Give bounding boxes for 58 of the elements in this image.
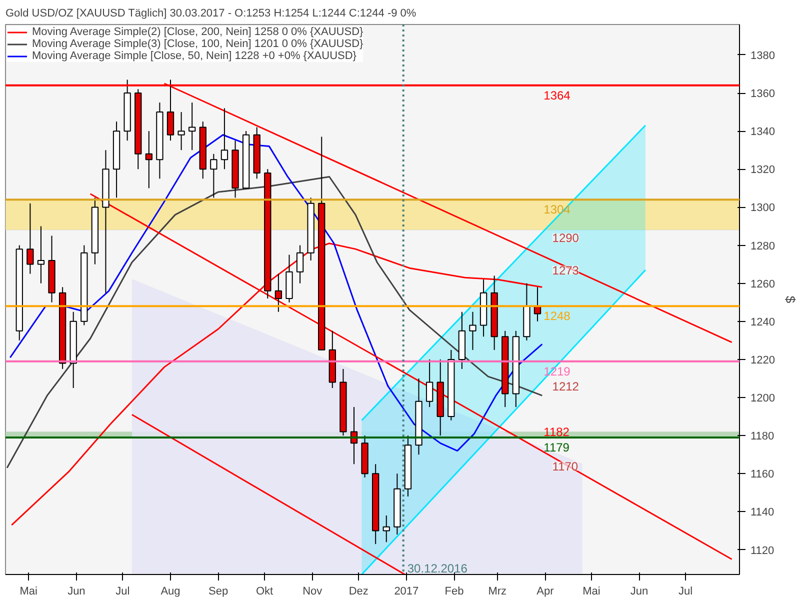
- x-tick-label: Aug: [160, 586, 180, 598]
- x-tick-label: Mai: [582, 586, 600, 598]
- y-axis-title: $: [782, 296, 798, 304]
- y-tick-label: 1200: [750, 392, 775, 405]
- x-tick-label: Feb: [444, 586, 464, 598]
- candlestick: [426, 358, 434, 408]
- annotation: 1290: [552, 231, 580, 246]
- candlestick: [166, 79, 174, 142]
- x-tick-label: Jun: [68, 586, 86, 598]
- y-tick-label: 1140: [750, 506, 774, 519]
- candlestick: [469, 311, 476, 350]
- y-tick-label: 1220: [750, 354, 775, 366]
- y-tick-label: 1160: [750, 468, 774, 481]
- y-tick-label: 1180: [750, 430, 774, 443]
- y-tick-label: 1300: [750, 202, 775, 214]
- x-tick-label: Jul: [678, 586, 693, 598]
- x-tick-label: Jul: [116, 586, 130, 598]
- legend-label: Moving Average Simple(3) [Close, 100, Nein] 1201 0 0% {XAUUSD}: [32, 38, 364, 50]
- band-label: 1182: [544, 424, 570, 439]
- y-tick-label: 1240: [750, 316, 775, 328]
- y-tick-label: 1340: [750, 126, 775, 138]
- line-series: [9, 134, 543, 452]
- candlestick: [145, 130, 152, 189]
- x-tick-label: Dez: [348, 586, 368, 598]
- y-tick-label: 1380: [750, 50, 775, 62]
- y-tick-label: 1360: [750, 88, 775, 100]
- candlestick: [178, 112, 185, 151]
- y-tick-label: 1120: [750, 544, 774, 557]
- candlestick: [274, 273, 282, 312]
- y-tick-label: 1260: [750, 278, 775, 290]
- candlestick: [210, 153, 218, 198]
- x-tick-label: Apr: [536, 586, 554, 598]
- annotation: 1212: [552, 380, 580, 394]
- legend-label: Moving Average Simple [Close, 50, Nein] 1228 +0 +0% {XAUUSD}: [32, 50, 356, 62]
- x-tick-label: 2017: [394, 586, 419, 598]
- legend-label: Moving Average Simple(2) [Close, 200, Nein] 1258 0 0% {XAUUSD}: [32, 26, 364, 38]
- y-tick-label: 1280: [750, 240, 775, 252]
- candlestick: [220, 108, 228, 170]
- line-series: [6, 176, 543, 469]
- x-tick-label: Mrz: [488, 586, 507, 598]
- candlestick: [296, 244, 304, 284]
- ref-line-label: 1248: [544, 309, 571, 324]
- ref-line-label: 30.12.2016: [407, 562, 468, 576]
- x-tick-label: Nov: [302, 586, 323, 598]
- chart-title: Gold USD/OZ [XAUUSD Täglich] 30.03.2017 - O:1253 H:1254 L:1244 C:1244 -9 0%: [6, 8, 416, 20]
- candlestick: [382, 515, 390, 543]
- x-tick-label: Okt: [256, 586, 274, 598]
- ref-line-label: 1364: [544, 88, 571, 102]
- annotation: 1273: [552, 264, 580, 278]
- candlestick: [26, 202, 34, 274]
- candlestick: [188, 102, 196, 151]
- y-tick-label: 1320: [750, 164, 775, 176]
- ref-line-label: 1179: [544, 440, 570, 454]
- x-tick-label: Jun: [630, 586, 648, 598]
- x-tick-label: Mai: [20, 586, 38, 598]
- candlestick: [37, 226, 45, 284]
- x-tick-label: Sep: [208, 586, 228, 598]
- annotation: 1170: [552, 460, 578, 474]
